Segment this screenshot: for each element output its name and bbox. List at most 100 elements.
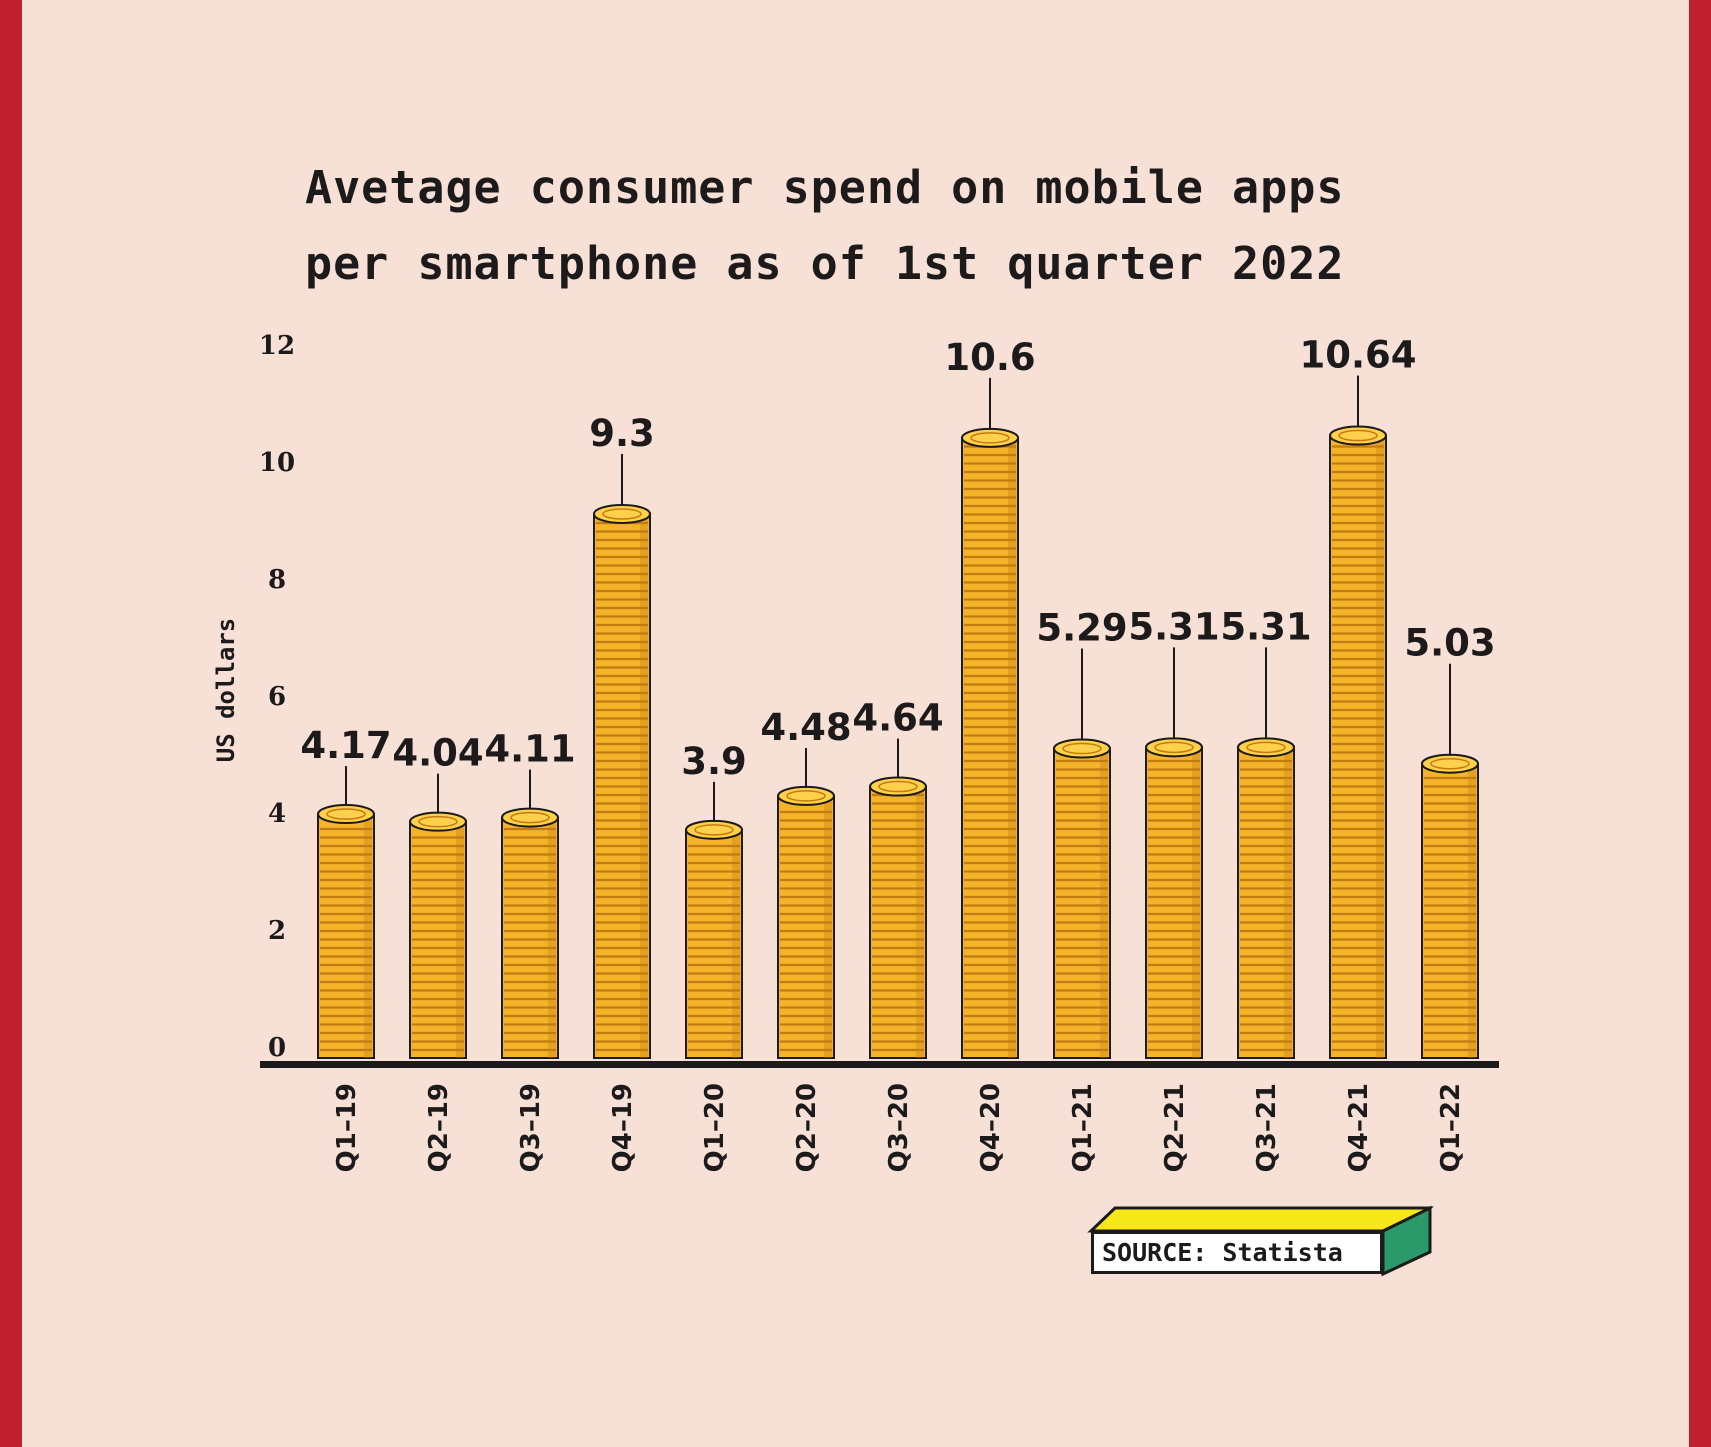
- source-label: SOURCE: Statista: [1091, 1231, 1383, 1274]
- coin-top-rim: [694, 824, 734, 836]
- coin-stack-shade: [916, 786, 924, 1058]
- chart-title-line-1: Avetage consumer spend on mobile apps: [305, 161, 1345, 214]
- coin-stack-shade: [824, 795, 832, 1058]
- y-tick-label: 12: [259, 331, 295, 361]
- y-tick-label: 0: [268, 1033, 286, 1063]
- chart-title-line-2: per smartphone as of 1st quarter 2022: [305, 237, 1345, 290]
- y-axis-ticks: 0 2 4 6 8 10 12: [259, 331, 295, 1063]
- y-tick-label: 4: [268, 799, 286, 829]
- coin-edge-lines: [1424, 776, 1476, 1052]
- coin-stack-shade: [1468, 763, 1476, 1058]
- coin-edge-lines: [1240, 759, 1292, 1052]
- x-axis-line: [260, 1061, 1499, 1068]
- bar-coin-stack: 4.64: [852, 697, 944, 1059]
- coin-top-rim: [1338, 429, 1378, 442]
- x-tick-label: Q3–19: [516, 1083, 546, 1172]
- data-label: 5.03: [1404, 622, 1495, 665]
- coin-stack-shade: [364, 814, 372, 1058]
- source-box-side: [1381, 1205, 1432, 1277]
- y-tick-label: 6: [268, 682, 286, 712]
- data-label: 10.64: [1299, 334, 1416, 377]
- data-label: 4.17: [300, 724, 391, 767]
- x-tick-label: Q3–21: [1252, 1083, 1282, 1172]
- x-tick-label: Q4–21: [1344, 1083, 1374, 1172]
- coin-edge-lines: [688, 844, 740, 1052]
- bar-coin-stack: 5.29: [1036, 607, 1128, 1059]
- coin-edge-lines: [412, 836, 464, 1052]
- bar-coin-stack: 4.48: [760, 706, 852, 1059]
- coin-edge-lines: [504, 827, 556, 1052]
- y-tick-label: 8: [268, 565, 286, 595]
- coin-edge-lines: [780, 810, 832, 1052]
- coin-edge-lines: [596, 521, 648, 1052]
- coin-top-rim: [1430, 757, 1470, 770]
- data-label: 5.31: [1220, 605, 1311, 648]
- x-tick-label: Q1–20: [700, 1083, 730, 1172]
- coin-edge-lines: [320, 827, 372, 1052]
- coin-edge-lines: [872, 793, 924, 1052]
- coin-top-rim: [326, 808, 366, 820]
- coin-stack-shade: [456, 821, 464, 1058]
- y-axis-label: US dollars: [212, 618, 240, 763]
- y-tick-label: 2: [268, 916, 286, 946]
- bar-coin-stack: 10.64: [1299, 334, 1417, 1059]
- coin-stack-shade: [1192, 747, 1200, 1058]
- x-tick-label: Q3–20: [884, 1083, 914, 1172]
- x-tick-label: Q1–21: [1068, 1083, 1098, 1172]
- data-label: 9.3: [589, 412, 655, 455]
- x-tick-label: Q1–19: [332, 1083, 362, 1172]
- coin-edge-lines: [1332, 445, 1384, 1052]
- x-tick-label: Q4–19: [608, 1083, 638, 1172]
- bar-coin-stack: 3.9: [681, 740, 747, 1059]
- data-label: 3.9: [681, 740, 747, 783]
- bar-coin-stack: 9.3: [589, 412, 655, 1059]
- coin-stack-body: [961, 436, 1019, 1059]
- coin-stack-shade: [640, 513, 648, 1058]
- coin-stack-shade: [1008, 437, 1016, 1058]
- data-label: 4.04: [392, 732, 483, 775]
- chart-title: Avetage consumer spend on mobile apps pe…: [305, 150, 1405, 302]
- coin-edge-lines: [1148, 759, 1200, 1052]
- coin-stack-body: [501, 816, 559, 1059]
- coin-stack-shade: [1376, 435, 1384, 1058]
- coin-top-rim: [1062, 742, 1102, 755]
- data-label: 5.31: [1128, 605, 1219, 648]
- x-tick-label: Q2–20: [792, 1083, 822, 1172]
- coin-top-rim: [970, 432, 1010, 444]
- coin-edge-lines: [964, 445, 1016, 1052]
- x-axis-tick-labels: Q1–19 Q2–19 Q3–19 Q4–19 Q1–20 Q2–20 Q3–20 Q4–20…: [332, 1083, 1466, 1172]
- coin-stack-shade: [1284, 747, 1292, 1058]
- coin-top-rim: [602, 508, 642, 520]
- x-tick-label: Q1–22: [1436, 1083, 1466, 1172]
- coin-top-rim: [878, 780, 918, 793]
- source-box-top: [1087, 1206, 1434, 1233]
- coin-stack-body: [685, 828, 743, 1059]
- coin-stack-shade: [548, 817, 556, 1058]
- left-frame-border: [0, 0, 22, 1447]
- coin-top-rim: [510, 811, 550, 824]
- bar-coin-stack: 5.31: [1128, 605, 1220, 1059]
- bar-coin-stack: 5.03: [1404, 622, 1496, 1059]
- data-label: 5.29: [1036, 607, 1127, 650]
- coin-stack-body: [1237, 746, 1295, 1059]
- coin-top-rim: [1154, 741, 1194, 754]
- bar-coin-stack: 4.04: [392, 732, 484, 1059]
- coin-stack-shade: [1100, 748, 1108, 1058]
- coin-stack-body: [777, 794, 835, 1059]
- right-frame-border: [1689, 0, 1711, 1447]
- y-tick-label: 10: [259, 448, 295, 478]
- x-tick-label: Q4–20: [976, 1083, 1006, 1172]
- x-tick-label: Q2–21: [1160, 1083, 1190, 1172]
- bar-coin-stack: 10.6: [944, 336, 1036, 1059]
- coin-top-rim: [786, 790, 826, 802]
- coin-edge-lines: [1056, 759, 1108, 1052]
- coin-top-rim: [418, 815, 458, 828]
- data-label: 10.6: [944, 336, 1035, 379]
- data-label: 4.64: [852, 697, 943, 740]
- coin-top-rim: [1246, 741, 1286, 754]
- bar-coin-stack: 5.31: [1220, 605, 1312, 1059]
- data-label: 4.48: [760, 706, 851, 749]
- x-tick-label: Q2–19: [424, 1083, 454, 1172]
